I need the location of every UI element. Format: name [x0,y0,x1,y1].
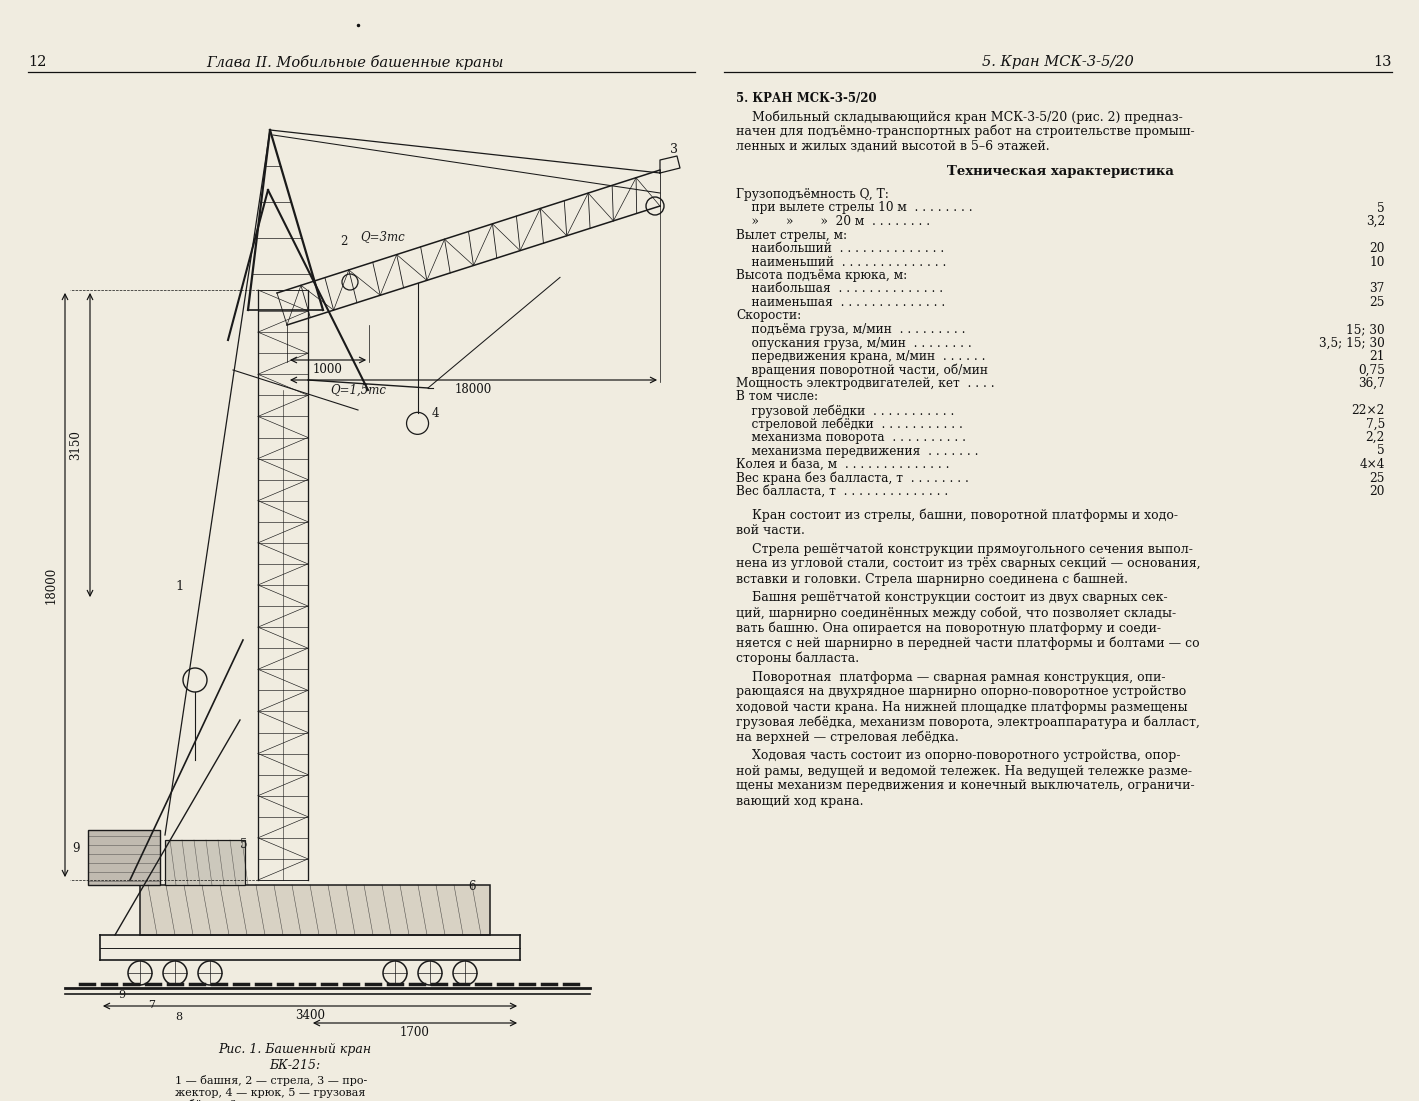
Text: Кран состоит из стрелы, башни, поворотной платформы и ходо-: Кран состоит из стрелы, башни, поворотно… [736,509,1178,522]
Bar [165,840,245,885]
Text: 1 — башня, 2 — стрела, 3 — про-
жектор, 4 — крюк, 5 — грузовая
лебёдка, 6 — пово: 1 — башня, 2 — стрела, 3 — про- жектор, … [175,1075,368,1101]
Text: Рис. 1. Башенный кран: Рис. 1. Башенный кран [219,1043,372,1056]
Text: В том числе:: В том числе: [736,391,819,403]
Text: 2: 2 [341,235,348,248]
Text: наибольшая  . . . . . . . . . . . . . .: наибольшая . . . . . . . . . . . . . . [736,283,944,295]
Text: при вылете стрелы 10 м  . . . . . . . .: при вылете стрелы 10 м . . . . . . . . [736,201,972,215]
Text: 13: 13 [1374,55,1392,69]
Text: грузовая лебёдка, механизм поворота, электроаппаратура и балласт,: грузовая лебёдка, механизм поворота, эле… [736,716,1200,729]
Text: вой части.: вой части. [736,523,805,536]
Text: наибольший  . . . . . . . . . . . . . .: наибольший . . . . . . . . . . . . . . [736,242,944,255]
Text: 4×4: 4×4 [1359,458,1385,471]
Text: 7: 7 [148,1000,155,1010]
Text: Техническая характеристика: Техническая характеристика [946,165,1174,178]
Text: вающий ход крана.: вающий ход крана. [736,795,864,807]
Text: на верхней — стреловая лебёдка.: на верхней — стреловая лебёдка. [736,730,959,744]
Text: 3: 3 [670,143,678,156]
Text: ций, шарнирно соединённых между собой, что позволяет склады-: ций, шарнирно соединённых между собой, ч… [736,607,1176,620]
Text: 21: 21 [1369,350,1385,363]
Text: Поворотная  платформа — сварная рамная конструкция, опи-: Поворотная платформа — сварная рамная ко… [736,671,1165,684]
Text: 5. Кран МСК-3-5/20: 5. Кран МСК-3-5/20 [982,55,1134,69]
Text: Вес балласта, т  . . . . . . . . . . . . . .: Вес балласта, т . . . . . . . . . . . . … [736,486,948,498]
Text: Стрела решётчатой конструкции прямоугольного сечения выпол-: Стрела решётчатой конструкции прямоуголь… [736,543,1193,556]
Text: Мобильный складывающийся кран МСК-3-5/20 (рис. 2) предназ-: Мобильный складывающийся кран МСК-3-5/20… [736,110,1183,123]
Text: »       »       »  20 м  . . . . . . . .: » » » 20 м . . . . . . . . [736,215,929,228]
Text: Глава II. Мобильные башенные краны: Глава II. Мобильные башенные краны [206,55,504,70]
Text: опускания груза, м/мин  . . . . . . . .: опускания груза, м/мин . . . . . . . . [736,337,972,349]
Text: Мощность электродвигателей, кет  . . . .: Мощность электродвигателей, кет . . . . [736,377,995,390]
Text: Башня решётчатой конструкции состоит из двух сварных сек-: Башня решётчатой конструкции состоит из … [736,591,1168,604]
Text: Вылет стрелы, м:: Вылет стрелы, м: [736,229,847,241]
Text: 36,7: 36,7 [1358,377,1385,390]
Text: подъёма груза, м/мин  . . . . . . . . .: подъёма груза, м/мин . . . . . . . . . [736,323,965,336]
Text: 22×2: 22×2 [1352,404,1385,417]
Text: 25: 25 [1369,296,1385,309]
Text: Ходовая часть состоит из опорно-поворотного устройства, опор-: Ходовая часть состоит из опорно-поворотн… [736,750,1181,763]
Text: наименьшая  . . . . . . . . . . . . . .: наименьшая . . . . . . . . . . . . . . [736,296,945,309]
Text: 7,5: 7,5 [1365,417,1385,430]
Text: наименьший  . . . . . . . . . . . . . .: наименьший . . . . . . . . . . . . . . [736,255,946,269]
Text: механизма передвижения  . . . . . . .: механизма передвижения . . . . . . . [736,445,979,458]
Text: Скорости:: Скорости: [736,309,802,323]
Text: 1700: 1700 [400,1026,430,1039]
Text: 3,2: 3,2 [1365,215,1385,228]
Text: 1: 1 [175,580,183,593]
Text: 10: 10 [1369,255,1385,269]
Text: 5: 5 [1378,201,1385,215]
Text: вращения поворотной части, об/мин: вращения поворотной части, об/мин [736,363,988,377]
Text: 15; 30: 15; 30 [1347,323,1385,336]
Text: механизма поворота  . . . . . . . . . .: механизма поворота . . . . . . . . . . [736,430,966,444]
Text: рающаяся на двухрядное шарнирно опорно-поворотное устройство: рающаяся на двухрядное шарнирно опорно-п… [736,686,1186,698]
Text: Высота подъёма крюка, м:: Высота подъёма крюка, м: [736,269,907,282]
Text: 6: 6 [468,880,475,893]
Text: Q=3mc: Q=3mc [360,230,404,243]
Text: 0,75: 0,75 [1358,363,1385,377]
Text: ной рамы, ведущей и ведомой тележек. На ведущей тележке разме-: ной рамы, ведущей и ведомой тележек. На … [736,764,1192,777]
Text: ходовой части крана. На нижней площадке платформы размещены: ходовой части крана. На нижней площадке … [736,700,1188,713]
Text: стороны балласта.: стороны балласта. [736,652,858,665]
Text: передвижения крана, м/мин  . . . . . .: передвижения крана, м/мин . . . . . . [736,350,986,363]
Text: БК-215:: БК-215: [270,1059,321,1072]
Text: 8: 8 [175,1012,182,1022]
Text: 12: 12 [28,55,47,69]
Text: 3400: 3400 [295,1009,325,1022]
Text: няется с ней шарнирно в передней части платформы и болтами — со: няется с ней шарнирно в передней части п… [736,636,1199,650]
Text: 5: 5 [240,838,247,851]
Bar [140,885,490,935]
Text: начен для подъёмно-транспортных работ на строительстве промыш-: начен для подъёмно-транспортных работ на… [736,126,1195,139]
Text: ленных и жилых зданий высотой в 5–6 этажей.: ленных и жилых зданий высотой в 5–6 этаж… [736,140,1050,153]
Text: 37: 37 [1369,283,1385,295]
Text: 2,2: 2,2 [1365,430,1385,444]
Text: 1000: 1000 [314,363,343,377]
Text: Грузоподъёмность Q, Т:: Грузоподъёмность Q, Т: [736,188,888,201]
Text: щены механизм передвижения и конечный выключатель, ограничи-: щены механизм передвижения и конечный вы… [736,780,1195,793]
Text: стреловой лебёдки  . . . . . . . . . . .: стреловой лебёдки . . . . . . . . . . . [736,417,964,430]
Text: 20: 20 [1369,486,1385,498]
Text: 5. КРАН МСК-3-5/20: 5. КРАН МСК-3-5/20 [736,92,877,105]
Text: грузовой лебёдки  . . . . . . . . . . .: грузовой лебёдки . . . . . . . . . . . [736,404,955,417]
Text: 18000: 18000 [455,383,492,396]
Text: 3,5; 15; 30: 3,5; 15; 30 [1320,337,1385,349]
Text: вставки и головки. Стрела шарнирно соединена с башней.: вставки и головки. Стрела шарнирно соеди… [736,573,1128,586]
Text: 9: 9 [118,990,125,1000]
Bar [88,830,160,885]
Text: Q=1,5mc: Q=1,5mc [331,383,386,396]
Text: 4: 4 [431,407,438,421]
Text: Вес крана без балласта, т  . . . . . . . .: Вес крана без балласта, т . . . . . . . … [736,471,969,486]
Text: вать башню. Она опирается на поворотную платформу и соеди-: вать башню. Она опирается на поворотную … [736,621,1161,635]
Text: 3150: 3150 [70,430,82,460]
Text: 9: 9 [72,842,79,855]
Text: нена из угловой стали, состоит из трёх сварных секций — основания,: нена из угловой стали, состоит из трёх с… [736,557,1200,570]
Text: 5: 5 [1378,445,1385,458]
Text: 20: 20 [1369,242,1385,255]
Text: 25: 25 [1369,471,1385,484]
Text: Колея и база, м  . . . . . . . . . . . . . .: Колея и база, м . . . . . . . . . . . . … [736,458,949,471]
Text: 18000: 18000 [44,566,58,603]
